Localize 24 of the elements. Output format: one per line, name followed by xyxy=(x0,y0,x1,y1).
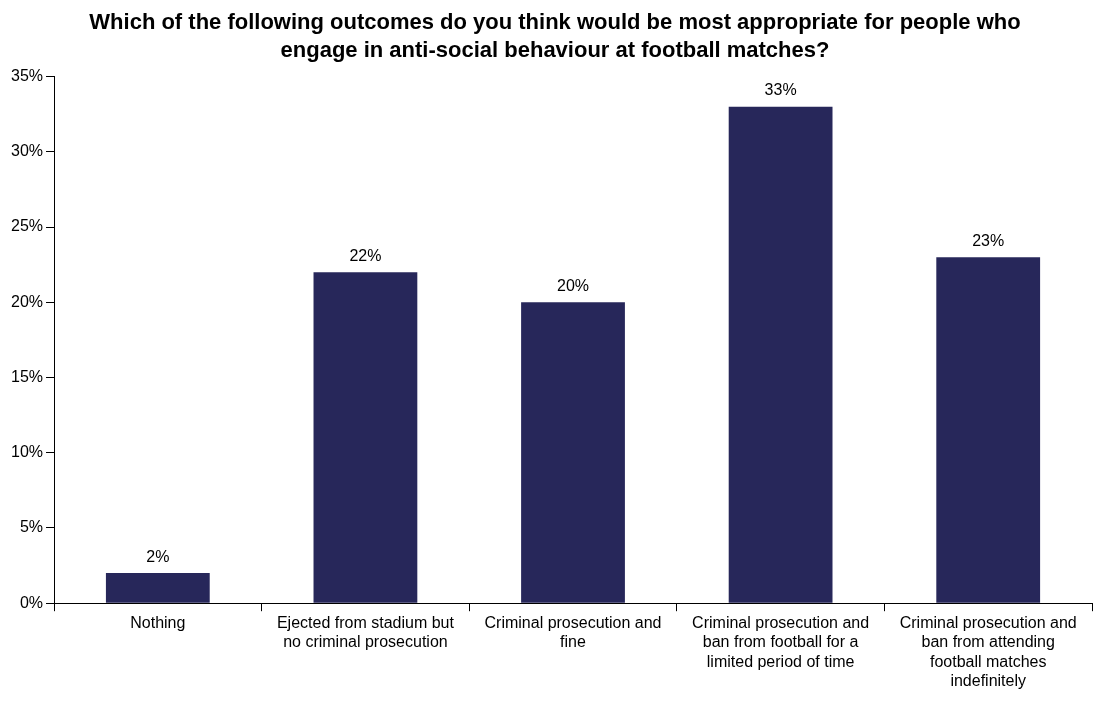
y-tick-label: 20% xyxy=(10,292,44,310)
bar xyxy=(313,272,418,603)
x-tick-label: Ejected from stadium but no criminal prosecution xyxy=(276,614,455,651)
x-tick-label: Criminal prosecution and ban from attending football matches indefinitely xyxy=(899,614,1077,689)
y-tick-label: 35% xyxy=(10,67,44,85)
bar xyxy=(105,573,210,603)
data-label: 23% xyxy=(972,231,1005,249)
y-tick-label: 5% xyxy=(19,518,44,536)
y-tick-label: 25% xyxy=(10,217,44,235)
x-tick-label: Criminal prosecution and fine xyxy=(484,614,662,651)
data-label: 33% xyxy=(764,81,797,99)
y-tick-label: 0% xyxy=(19,593,44,611)
bar xyxy=(728,106,833,603)
bar xyxy=(936,257,1041,603)
data-label: 22% xyxy=(349,246,382,264)
bar xyxy=(521,302,625,603)
y-tick-label: 10% xyxy=(10,443,44,461)
y-tick-label: 15% xyxy=(10,367,44,385)
y-tick-label: 30% xyxy=(10,142,44,160)
chart-title: Which of the following outcomes do you think would be most appropriate for people who engage in anti-social behaviour at football matches? xyxy=(88,8,1022,64)
data-label: 20% xyxy=(557,276,590,294)
x-tick-label: Nothing xyxy=(130,614,186,632)
data-label: 2% xyxy=(146,547,170,565)
x-tick-label: Criminal prosecution and ban from football for a limited period of time xyxy=(692,614,870,670)
